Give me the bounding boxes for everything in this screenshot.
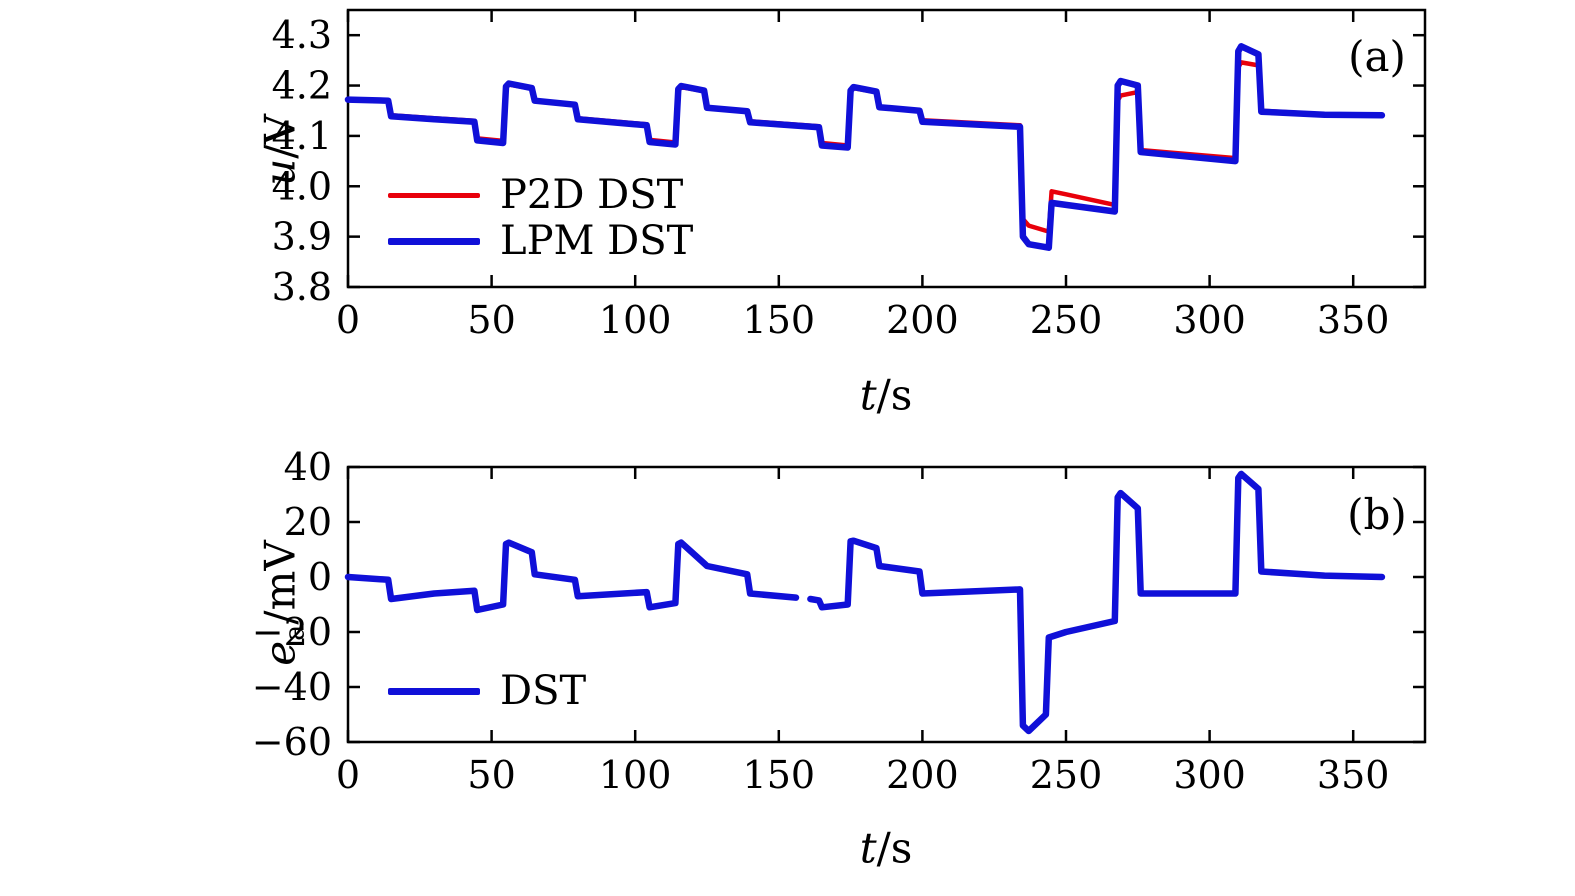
- series-dst: [344, 470, 1386, 735]
- y-tick-label: 20: [284, 500, 332, 544]
- panel-a-y-axis-label: u/V: [255, 114, 310, 186]
- panel-b-label: (b): [1347, 490, 1407, 539]
- y-tick-label: 3.8: [272, 265, 332, 309]
- legend-label-dst: DST: [500, 668, 587, 714]
- x-tick-label: 300: [1173, 298, 1246, 342]
- panel-a-y-var: u: [255, 158, 305, 186]
- x-tick-label: 300: [1173, 753, 1246, 797]
- x-tick-label: 250: [1030, 298, 1103, 342]
- y-tick-label: −20: [252, 610, 332, 654]
- x-tick-label: 250: [1030, 753, 1103, 797]
- panel-a-legend: P2D DST LPM DST: [388, 172, 693, 264]
- y-tick-label: 3.9: [272, 215, 332, 259]
- x-tick-label: 0: [336, 753, 360, 797]
- x-tick-label: 100: [599, 298, 672, 342]
- x-tick-label: 350: [1317, 753, 1390, 797]
- y-tick-label: 4.0: [272, 164, 332, 208]
- panel-a-x-axis-label: t/s: [860, 371, 913, 420]
- legend-item-p2d-dst: P2D DST: [388, 172, 693, 218]
- panel-b-x-axis-label: t/s: [860, 824, 913, 873]
- panel-b-y-sub: a: [279, 624, 311, 641]
- legend-label-lpm-dst: LPM DST: [500, 218, 694, 264]
- panel-b-x-var: t: [859, 823, 877, 873]
- panel-b-y-axis-label: ea/mV: [255, 540, 310, 665]
- panel-b-legend: DST: [388, 668, 586, 714]
- panel-a-x-unit: /s: [876, 370, 913, 420]
- legend-item-dst: DST: [388, 668, 586, 714]
- x-tick-label: 50: [467, 298, 515, 342]
- lpm-dst-line-swatch: [388, 237, 480, 245]
- p2d-dst-line-swatch: [388, 192, 480, 198]
- panel-a-x-var: t: [859, 370, 877, 420]
- y-tick-label: 4.2: [272, 64, 332, 108]
- panel-b-y-unit: /mV: [255, 540, 305, 625]
- x-tick-label: 0: [336, 298, 360, 342]
- legend-label-p2d-dst: P2D DST: [500, 172, 684, 218]
- legend-item-lpm-dst: LPM DST: [388, 218, 693, 264]
- y-tick-label: 0: [308, 555, 332, 599]
- y-tick-label: 4.1: [272, 114, 332, 158]
- x-tick-label: 200: [886, 753, 959, 797]
- x-tick-label: 150: [743, 753, 816, 797]
- x-tick-label: 350: [1317, 298, 1390, 342]
- y-tick-label: 4.3: [272, 13, 332, 57]
- x-tick-label: 100: [599, 753, 672, 797]
- x-tick-label: 50: [467, 753, 515, 797]
- x-tick-label: 200: [886, 298, 959, 342]
- panel-b-y-var: e: [255, 640, 305, 666]
- panel-b-x-unit: /s: [876, 823, 913, 873]
- y-tick-label: −60: [252, 720, 332, 764]
- dst-line-swatch: [388, 687, 480, 695]
- y-tick-label: −40: [252, 665, 332, 709]
- series-lpm-dst: [344, 43, 1386, 251]
- x-tick-label: 150: [743, 298, 816, 342]
- panel-a-label: (a): [1348, 32, 1406, 81]
- panel-a-y-unit: /V: [255, 114, 305, 159]
- y-tick-label: 40: [284, 445, 332, 489]
